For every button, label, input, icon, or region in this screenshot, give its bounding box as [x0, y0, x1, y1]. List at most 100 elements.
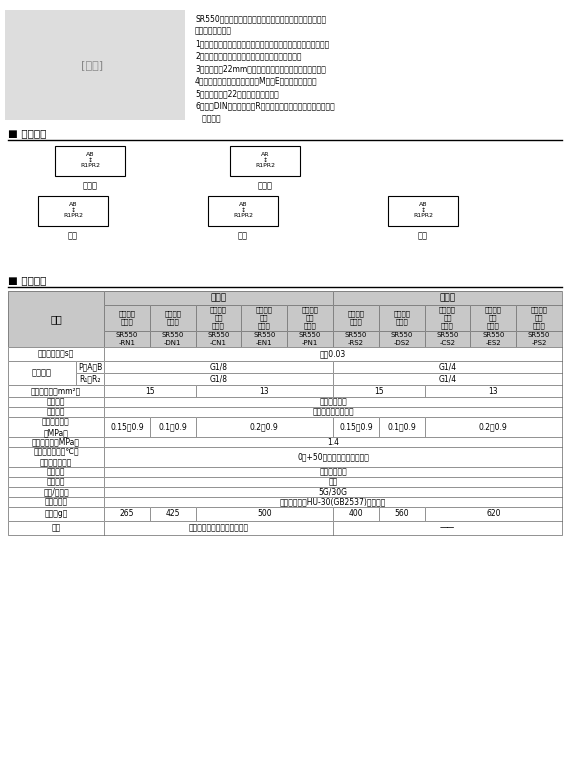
Bar	[76, 361, 104, 373]
Text: 中压: 中压	[418, 231, 428, 240]
Text: AB
↕
R1PR2: AB ↕ R1PR2	[63, 201, 83, 218]
Text: 15: 15	[145, 387, 154, 395]
Text: SR550小型电磁换向阀是一种由微电信号直接驱动的控制元
件。其特点如下：
1、功率低，不供油，无污染，可用于食品、医药、电子等行业。
2、寿命长，产品在规定环: SR550小型电磁换向阀是一种由微电信号直接驱动的控制元 件。其特点如下： 1、…	[195, 14, 335, 123]
Text: 手动方式: 手动方式	[47, 467, 65, 477]
Text: 小于0.03: 小于0.03	[320, 350, 346, 358]
Text: 不供油（也可供油）: 不供油（也可供油）	[312, 408, 354, 416]
Bar	[333, 521, 562, 535]
Bar	[104, 407, 562, 417]
Bar	[104, 467, 562, 477]
Text: 单电控: 单电控	[83, 181, 97, 190]
Bar	[379, 417, 425, 437]
Text: 双电控: 双电控	[258, 181, 272, 190]
Text: 自由: 自由	[328, 477, 337, 487]
Text: SR550
-CN1: SR550 -CN1	[207, 332, 230, 346]
Bar	[8, 477, 104, 487]
Bar	[425, 417, 562, 437]
Bar	[333, 361, 562, 373]
Text: 抗震/抗冲击: 抗震/抗冲击	[43, 488, 69, 496]
Bar	[379, 331, 425, 347]
Bar	[333, 305, 379, 331]
Bar	[379, 507, 425, 521]
Text: 有效截面积（mm²）: 有效截面积（mm²）	[31, 387, 81, 395]
Bar	[150, 507, 196, 521]
Bar	[76, 373, 104, 385]
Bar	[104, 521, 333, 535]
Bar	[196, 305, 242, 331]
Bar	[379, 417, 425, 437]
Bar	[333, 507, 379, 521]
Bar	[333, 331, 379, 347]
Text: SR550
-DS2: SR550 -DS2	[390, 332, 413, 346]
Text: 500: 500	[257, 510, 272, 518]
Bar	[8, 347, 104, 361]
Text: AB
↕
R1PR2: AB ↕ R1PR2	[80, 151, 100, 169]
Text: AR
↕
R1PR2: AR ↕ R1PR2	[255, 151, 275, 169]
Text: SR550
-RN1: SR550 -RN1	[116, 332, 138, 346]
Bar	[8, 291, 104, 347]
Bar	[8, 397, 104, 407]
Text: 425: 425	[165, 510, 180, 518]
Text: 620: 620	[486, 510, 500, 518]
Text: 接管螺纹: 接管螺纹	[32, 368, 52, 378]
Bar	[104, 385, 196, 397]
Bar	[8, 361, 76, 385]
Bar	[516, 305, 562, 331]
Bar	[196, 385, 333, 397]
Text: 15: 15	[374, 387, 384, 395]
Bar	[8, 385, 104, 397]
Text: 板接式: 板接式	[439, 293, 455, 303]
Bar	[8, 507, 104, 521]
Text: 三位五通
中间
泄压式: 三位五通 中间 泄压式	[256, 307, 273, 329]
Text: 0.15至0.9: 0.15至0.9	[110, 423, 144, 431]
Bar	[425, 331, 470, 347]
Bar	[425, 305, 470, 331]
Bar	[104, 467, 562, 477]
Bar	[196, 305, 242, 331]
Bar	[333, 291, 562, 305]
Text: SR550
-DN1: SR550 -DN1	[161, 332, 184, 346]
Bar	[333, 385, 425, 397]
Bar	[208, 196, 278, 226]
Bar	[8, 487, 104, 497]
Bar	[8, 417, 104, 437]
Bar	[287, 305, 333, 331]
Bar	[8, 507, 104, 521]
Bar	[516, 305, 562, 331]
Bar	[104, 447, 562, 467]
Text: SR550
-ES2: SR550 -ES2	[482, 332, 504, 346]
Bar	[104, 291, 333, 305]
Bar	[150, 331, 196, 347]
Bar	[76, 361, 104, 373]
Bar	[333, 361, 562, 373]
Bar	[104, 385, 196, 397]
Bar	[104, 291, 333, 305]
Bar	[104, 507, 150, 521]
Text: 中泄: 中泄	[238, 231, 248, 240]
Text: SR550
-CS2: SR550 -CS2	[436, 332, 459, 346]
Text: 13: 13	[488, 387, 498, 395]
Bar	[333, 417, 379, 437]
Bar	[104, 497, 562, 507]
Bar	[38, 196, 108, 226]
Text: 安装板（只限于单电控形式）: 安装板（只限于单电控形式）	[189, 524, 249, 532]
Bar	[379, 507, 425, 521]
Bar	[287, 331, 333, 347]
Text: 5G/30G: 5G/30G	[319, 488, 348, 496]
Bar	[104, 361, 333, 373]
Bar	[242, 331, 287, 347]
Bar	[150, 305, 196, 331]
Text: 二位五通
单电控: 二位五通 单电控	[119, 310, 136, 325]
Bar	[8, 385, 104, 397]
Text: G1/4: G1/4	[438, 362, 457, 372]
Text: 0.2至0.9: 0.2至0.9	[250, 423, 279, 431]
Bar	[104, 305, 150, 331]
Bar	[8, 417, 104, 437]
Bar	[333, 305, 379, 331]
Text: 工作介质: 工作介质	[47, 397, 65, 406]
Text: 二位五通
双电控: 二位五通 双电控	[164, 310, 181, 325]
Bar	[5, 10, 185, 120]
Bar	[104, 331, 150, 347]
Bar	[333, 385, 425, 397]
Bar	[104, 507, 150, 521]
